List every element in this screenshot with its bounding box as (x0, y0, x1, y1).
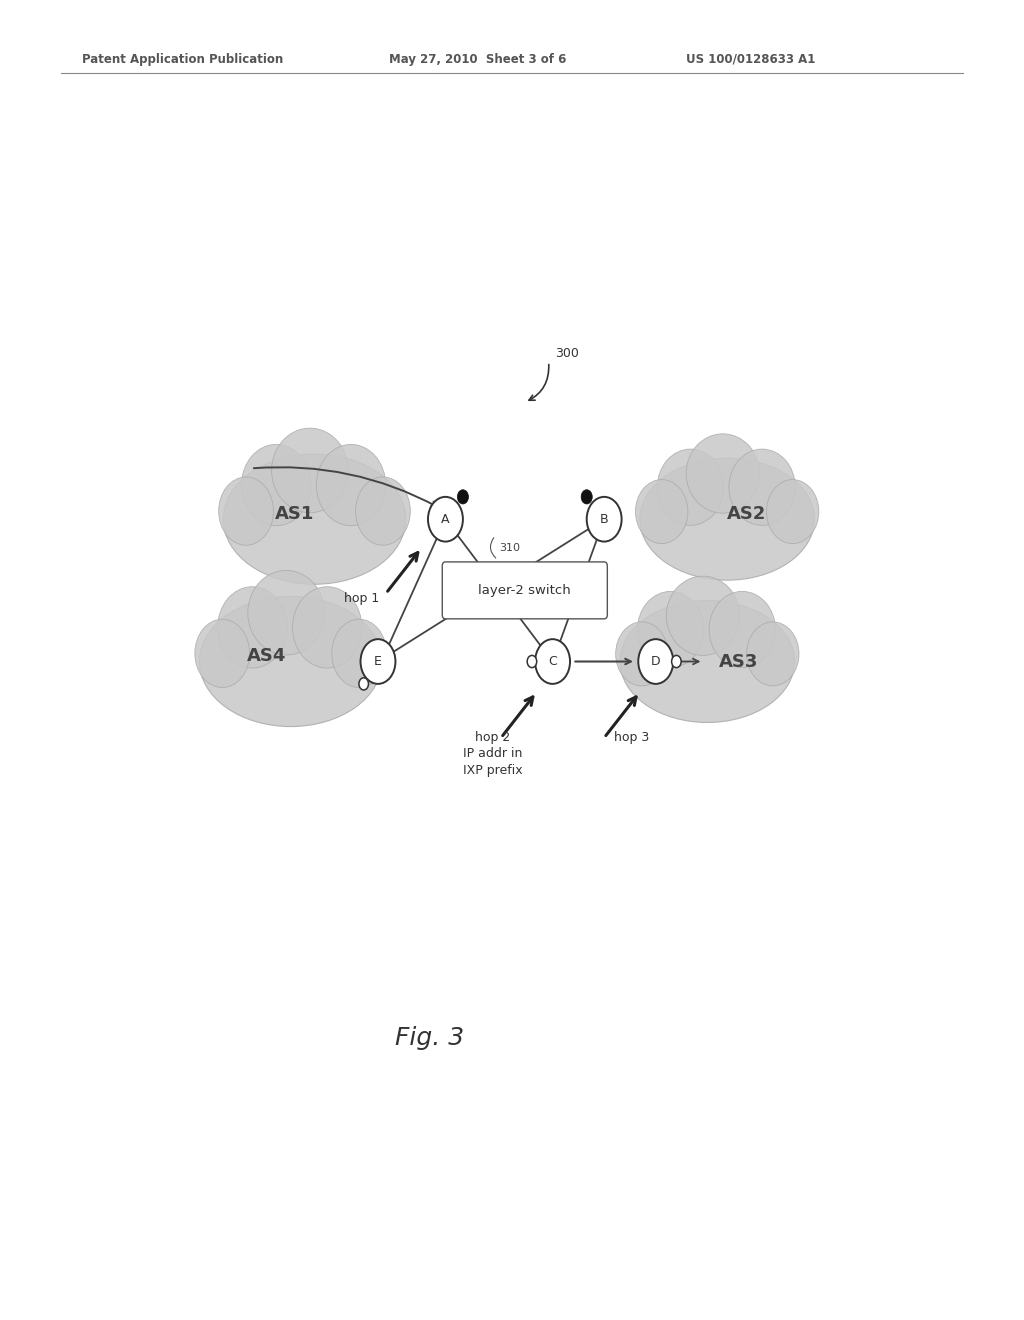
Text: B: B (600, 512, 608, 525)
Text: Fig. 3: Fig. 3 (395, 1026, 464, 1049)
Ellipse shape (316, 445, 386, 525)
Ellipse shape (667, 576, 739, 656)
Ellipse shape (709, 591, 775, 668)
FancyBboxPatch shape (442, 562, 607, 619)
Circle shape (582, 490, 592, 504)
Text: May 27, 2010  Sheet 3 of 6: May 27, 2010 Sheet 3 of 6 (389, 53, 566, 66)
Ellipse shape (729, 449, 796, 525)
Text: D: D (651, 655, 660, 668)
Ellipse shape (293, 586, 361, 668)
Ellipse shape (657, 449, 724, 525)
Ellipse shape (271, 428, 348, 512)
Circle shape (587, 496, 622, 541)
Ellipse shape (615, 622, 668, 686)
Ellipse shape (248, 570, 325, 655)
Ellipse shape (638, 591, 703, 668)
Text: US 100/0128633 A1: US 100/0128633 A1 (686, 53, 815, 66)
Text: hop 3: hop 3 (614, 731, 649, 743)
Ellipse shape (218, 586, 287, 668)
Text: A: A (441, 512, 450, 525)
Text: AS1: AS1 (275, 506, 314, 523)
Circle shape (428, 496, 463, 541)
Circle shape (536, 639, 570, 684)
Ellipse shape (766, 479, 819, 544)
Circle shape (527, 656, 537, 668)
Text: AS2: AS2 (727, 506, 767, 523)
Text: AS3: AS3 (720, 652, 759, 671)
Ellipse shape (636, 479, 688, 544)
Circle shape (672, 656, 681, 668)
Text: layer-2 switch: layer-2 switch (478, 583, 571, 597)
Ellipse shape (195, 619, 250, 688)
Circle shape (638, 639, 673, 684)
Ellipse shape (355, 477, 411, 545)
Ellipse shape (620, 601, 795, 722)
Text: 310: 310 (500, 543, 520, 553)
Text: hop 2
IP addr in
IXP prefix: hop 2 IP addr in IXP prefix (463, 731, 523, 776)
Circle shape (360, 639, 395, 684)
Text: C: C (548, 655, 557, 668)
Text: hop 1: hop 1 (344, 593, 380, 606)
Ellipse shape (686, 434, 760, 513)
Ellipse shape (223, 454, 406, 585)
Ellipse shape (200, 597, 382, 726)
Text: Patent Application Publication: Patent Application Publication (82, 53, 284, 66)
Ellipse shape (219, 477, 273, 545)
Text: AS4: AS4 (247, 647, 287, 665)
Ellipse shape (746, 622, 799, 686)
Ellipse shape (332, 619, 386, 688)
Text: E: E (374, 655, 382, 668)
Ellipse shape (242, 445, 311, 525)
Circle shape (359, 677, 369, 690)
Ellipse shape (640, 458, 814, 581)
Text: 300: 300 (555, 347, 579, 360)
Circle shape (458, 490, 468, 504)
